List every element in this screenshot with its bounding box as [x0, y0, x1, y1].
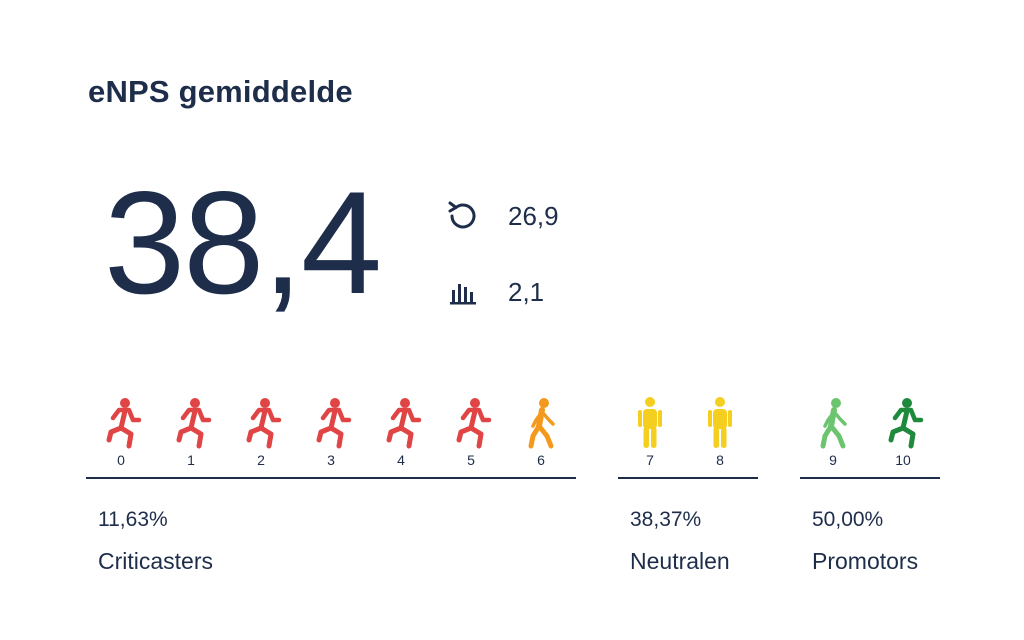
critics-percentage: 11,63% — [98, 508, 168, 531]
scale-item-2: 2 — [231, 396, 291, 468]
scale-score-label: 8 — [716, 452, 724, 468]
running-person-icon — [316, 398, 352, 449]
previous-score-row: 26,9 — [442, 196, 559, 236]
running-person-icon — [246, 398, 282, 449]
previous-score-value: 26,9 — [508, 200, 559, 231]
neutrals-percentage: 38,37% — [630, 508, 702, 531]
scale-score-label: 6 — [537, 452, 545, 468]
neutrals-label: Neutralen — [630, 548, 730, 574]
history-icon — [442, 196, 482, 236]
scale-score-label: 1 — [187, 452, 195, 468]
scale-item-5: 5 — [441, 396, 501, 468]
promoters-group: 50,00% Promotors — [812, 508, 918, 575]
scale-score-label: 2 — [257, 452, 265, 468]
scale-score-label: 7 — [646, 452, 654, 468]
critics-group: 11,63% Criticasters — [98, 508, 213, 575]
running-person-icon — [888, 398, 924, 449]
scale-score-label: 5 — [467, 452, 475, 468]
scale-score-label: 0 — [117, 452, 125, 468]
scale-item-7: 7 — [620, 396, 680, 468]
scale-item-8: 8 — [690, 396, 750, 468]
distribution-row: 2,1 — [442, 272, 544, 312]
running-person-icon — [106, 398, 142, 449]
promoters-percentage: 50,00% — [812, 508, 884, 531]
scale-score-label: 4 — [397, 452, 405, 468]
page-title: eNPS gemiddelde — [88, 74, 353, 109]
scale-item-1: 1 — [161, 396, 221, 468]
enps-score: 38,4 — [104, 161, 382, 324]
scale-item-6: 6 — [511, 396, 571, 468]
scale-score-label: 10 — [895, 452, 911, 468]
running-person-icon — [456, 398, 492, 449]
standing-person-icon — [638, 397, 662, 448]
distribution-value: 2,1 — [508, 276, 545, 307]
scale-item-3: 3 — [301, 396, 361, 468]
promoters-label: Promotors — [812, 548, 919, 574]
running-person-icon — [386, 398, 422, 449]
scale-score-label: 9 — [829, 452, 837, 468]
running-person-icon — [176, 398, 212, 449]
standing-person-icon — [708, 397, 732, 448]
critics-divider — [86, 477, 576, 479]
neutrals-divider — [618, 477, 758, 479]
scale-item-10: 10 — [873, 396, 933, 468]
walking-person-icon — [820, 398, 847, 449]
scale-score-label: 3 — [327, 452, 335, 468]
scale-item-4: 4 — [371, 396, 431, 468]
neutrals-group: 38,37% Neutralen — [630, 508, 730, 575]
scale-item-0: 0 — [91, 396, 151, 468]
bar-chart-icon — [442, 272, 482, 312]
walking-person-icon — [528, 398, 555, 449]
promoters-divider — [800, 477, 940, 479]
scale-item-9: 9 — [803, 396, 863, 468]
critics-label: Criticasters — [98, 548, 214, 574]
